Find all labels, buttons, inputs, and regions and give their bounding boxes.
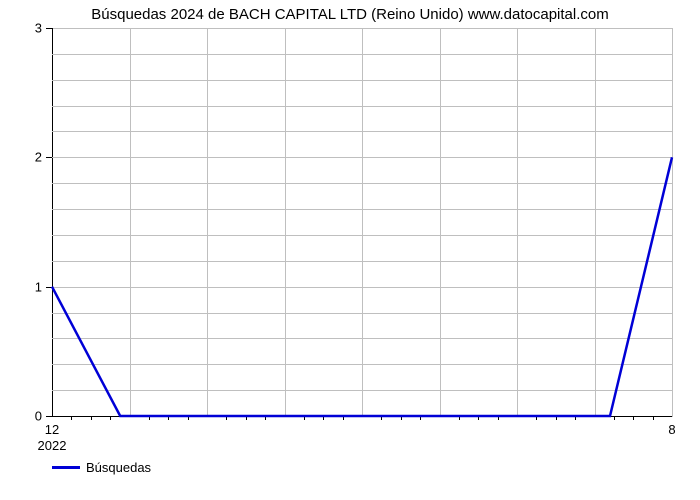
y-tick-label: 3 [0,21,42,36]
x-minor-tick [653,416,654,420]
y-tick-label: 2 [0,150,42,165]
chart-title: Búsquedas 2024 de BACH CAPITAL LTD (Rein… [0,6,700,23]
x-minor-tick [633,416,634,420]
y-tick-mark [46,416,52,417]
x-minor-tick [614,416,615,420]
y-tick-label: 0 [0,409,42,424]
legend-swatch [52,466,80,469]
x-minor-tick [110,416,111,420]
x-minor-tick [71,416,72,420]
chart-container: Búsquedas 2024 de BACH CAPITAL LTD (Rein… [0,0,700,500]
x-minor-tick [91,416,92,420]
y-tick-label: 1 [0,279,42,294]
x-end-label: 8 [668,422,675,437]
legend: Búsquedas [52,460,151,475]
series-line [52,28,672,416]
x-start-label: 12 [45,422,59,437]
x-sub-label: 2022 [38,438,67,453]
legend-label: Búsquedas [86,460,151,475]
